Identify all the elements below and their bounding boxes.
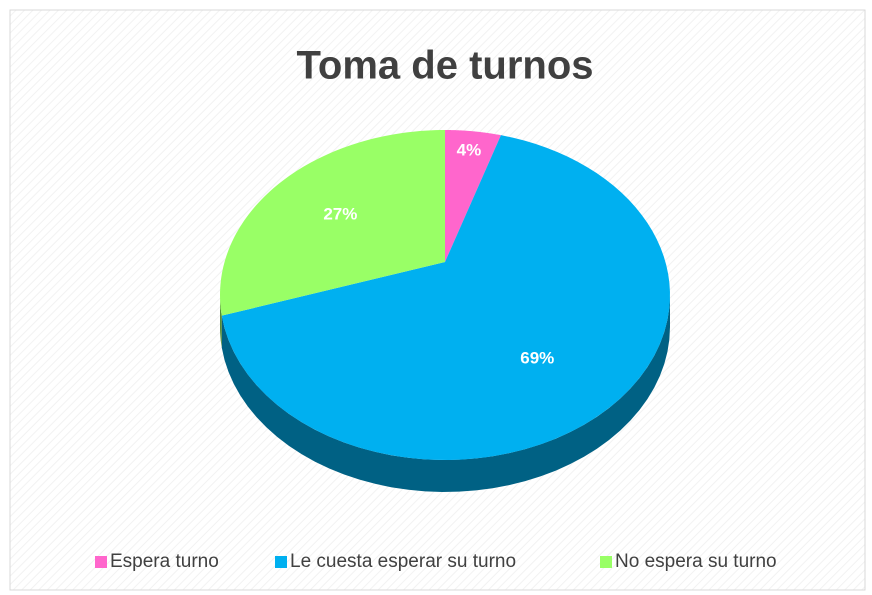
- legend-label: No espera su turno: [615, 551, 777, 572]
- data-label: 69%: [520, 349, 554, 368]
- pie-slice: [221, 135, 670, 460]
- pie-side: [220, 295, 222, 348]
- pie-slice: [445, 130, 501, 262]
- pie-side: [221, 295, 671, 492]
- legend-swatch: [600, 556, 612, 568]
- pie-slice: [220, 130, 445, 316]
- data-label: 27%: [323, 204, 357, 223]
- data-label: 4%: [457, 140, 482, 159]
- legend-label: Espera turno: [110, 551, 219, 572]
- legend-swatch: [95, 556, 107, 568]
- legend-swatch: [275, 556, 287, 568]
- legend-label: Le cuesta esperar su turno: [290, 551, 516, 572]
- chart-title: Toma de turnos: [296, 44, 593, 88]
